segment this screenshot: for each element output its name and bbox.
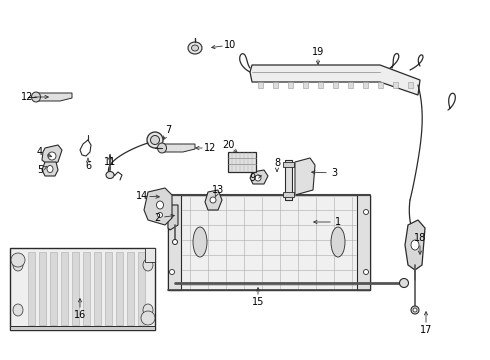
Ellipse shape xyxy=(11,253,25,267)
Polygon shape xyxy=(61,252,68,325)
Polygon shape xyxy=(39,252,46,325)
Ellipse shape xyxy=(31,92,41,102)
Polygon shape xyxy=(318,82,323,88)
Ellipse shape xyxy=(399,279,409,288)
Text: 2: 2 xyxy=(154,213,160,223)
Ellipse shape xyxy=(47,166,53,172)
Text: 12: 12 xyxy=(21,92,33,102)
Ellipse shape xyxy=(172,239,177,244)
Ellipse shape xyxy=(193,227,207,257)
Ellipse shape xyxy=(188,42,202,54)
Bar xyxy=(228,152,256,172)
Ellipse shape xyxy=(331,227,345,257)
Ellipse shape xyxy=(192,45,198,51)
Ellipse shape xyxy=(13,259,23,271)
Polygon shape xyxy=(105,252,112,325)
Polygon shape xyxy=(42,145,62,165)
Text: 18: 18 xyxy=(414,233,426,243)
Text: 9: 9 xyxy=(249,173,255,183)
Polygon shape xyxy=(295,158,315,195)
Ellipse shape xyxy=(170,210,174,215)
Ellipse shape xyxy=(150,135,160,144)
Text: 10: 10 xyxy=(224,40,236,50)
Polygon shape xyxy=(363,82,368,88)
Polygon shape xyxy=(393,82,398,88)
Text: 12: 12 xyxy=(204,143,216,153)
Text: 14: 14 xyxy=(136,191,148,201)
Ellipse shape xyxy=(255,175,261,181)
Polygon shape xyxy=(50,252,57,325)
Polygon shape xyxy=(333,82,338,88)
Polygon shape xyxy=(72,252,79,325)
Polygon shape xyxy=(162,144,195,152)
Polygon shape xyxy=(405,220,425,270)
Ellipse shape xyxy=(13,304,23,316)
Polygon shape xyxy=(258,82,263,88)
Ellipse shape xyxy=(157,143,167,153)
Text: 16: 16 xyxy=(74,310,86,320)
Polygon shape xyxy=(273,82,278,88)
Ellipse shape xyxy=(156,201,164,209)
Polygon shape xyxy=(168,205,178,230)
Ellipse shape xyxy=(170,270,174,274)
Ellipse shape xyxy=(106,171,114,179)
Ellipse shape xyxy=(364,210,368,215)
Text: 3: 3 xyxy=(331,168,337,178)
Polygon shape xyxy=(288,82,293,88)
Ellipse shape xyxy=(147,132,163,148)
Ellipse shape xyxy=(411,306,419,314)
Text: 8: 8 xyxy=(274,158,280,168)
Ellipse shape xyxy=(157,212,163,217)
Polygon shape xyxy=(168,195,370,290)
Polygon shape xyxy=(357,195,370,290)
Polygon shape xyxy=(83,252,90,325)
Polygon shape xyxy=(116,252,123,325)
Polygon shape xyxy=(285,160,292,200)
Polygon shape xyxy=(205,190,222,210)
Text: 15: 15 xyxy=(252,297,264,307)
Text: 4: 4 xyxy=(37,147,43,157)
Polygon shape xyxy=(144,188,172,225)
Ellipse shape xyxy=(143,259,153,271)
Ellipse shape xyxy=(413,308,417,312)
Text: 1: 1 xyxy=(335,217,341,227)
Ellipse shape xyxy=(411,240,419,250)
Ellipse shape xyxy=(364,270,368,274)
Polygon shape xyxy=(250,65,420,95)
Text: 20: 20 xyxy=(222,140,234,150)
Polygon shape xyxy=(94,252,101,325)
Polygon shape xyxy=(28,252,35,325)
Polygon shape xyxy=(168,195,181,290)
Ellipse shape xyxy=(48,152,56,160)
Polygon shape xyxy=(378,82,383,88)
Bar xyxy=(283,192,294,197)
Text: 7: 7 xyxy=(165,125,171,135)
Polygon shape xyxy=(42,162,58,176)
Bar xyxy=(283,162,294,167)
Text: 17: 17 xyxy=(420,325,432,335)
Polygon shape xyxy=(10,326,155,330)
Polygon shape xyxy=(348,82,353,88)
Ellipse shape xyxy=(143,304,153,316)
Polygon shape xyxy=(127,252,134,325)
Polygon shape xyxy=(145,248,155,262)
Polygon shape xyxy=(303,82,308,88)
Polygon shape xyxy=(36,93,72,101)
Text: 6: 6 xyxy=(85,161,91,171)
Polygon shape xyxy=(250,170,268,184)
Text: 19: 19 xyxy=(312,47,324,57)
Ellipse shape xyxy=(210,197,216,203)
Polygon shape xyxy=(138,252,145,325)
Text: 11: 11 xyxy=(104,157,116,167)
Ellipse shape xyxy=(141,311,155,325)
Text: 13: 13 xyxy=(212,185,224,195)
Polygon shape xyxy=(408,82,413,88)
Text: 5: 5 xyxy=(37,165,43,175)
Polygon shape xyxy=(10,248,155,330)
